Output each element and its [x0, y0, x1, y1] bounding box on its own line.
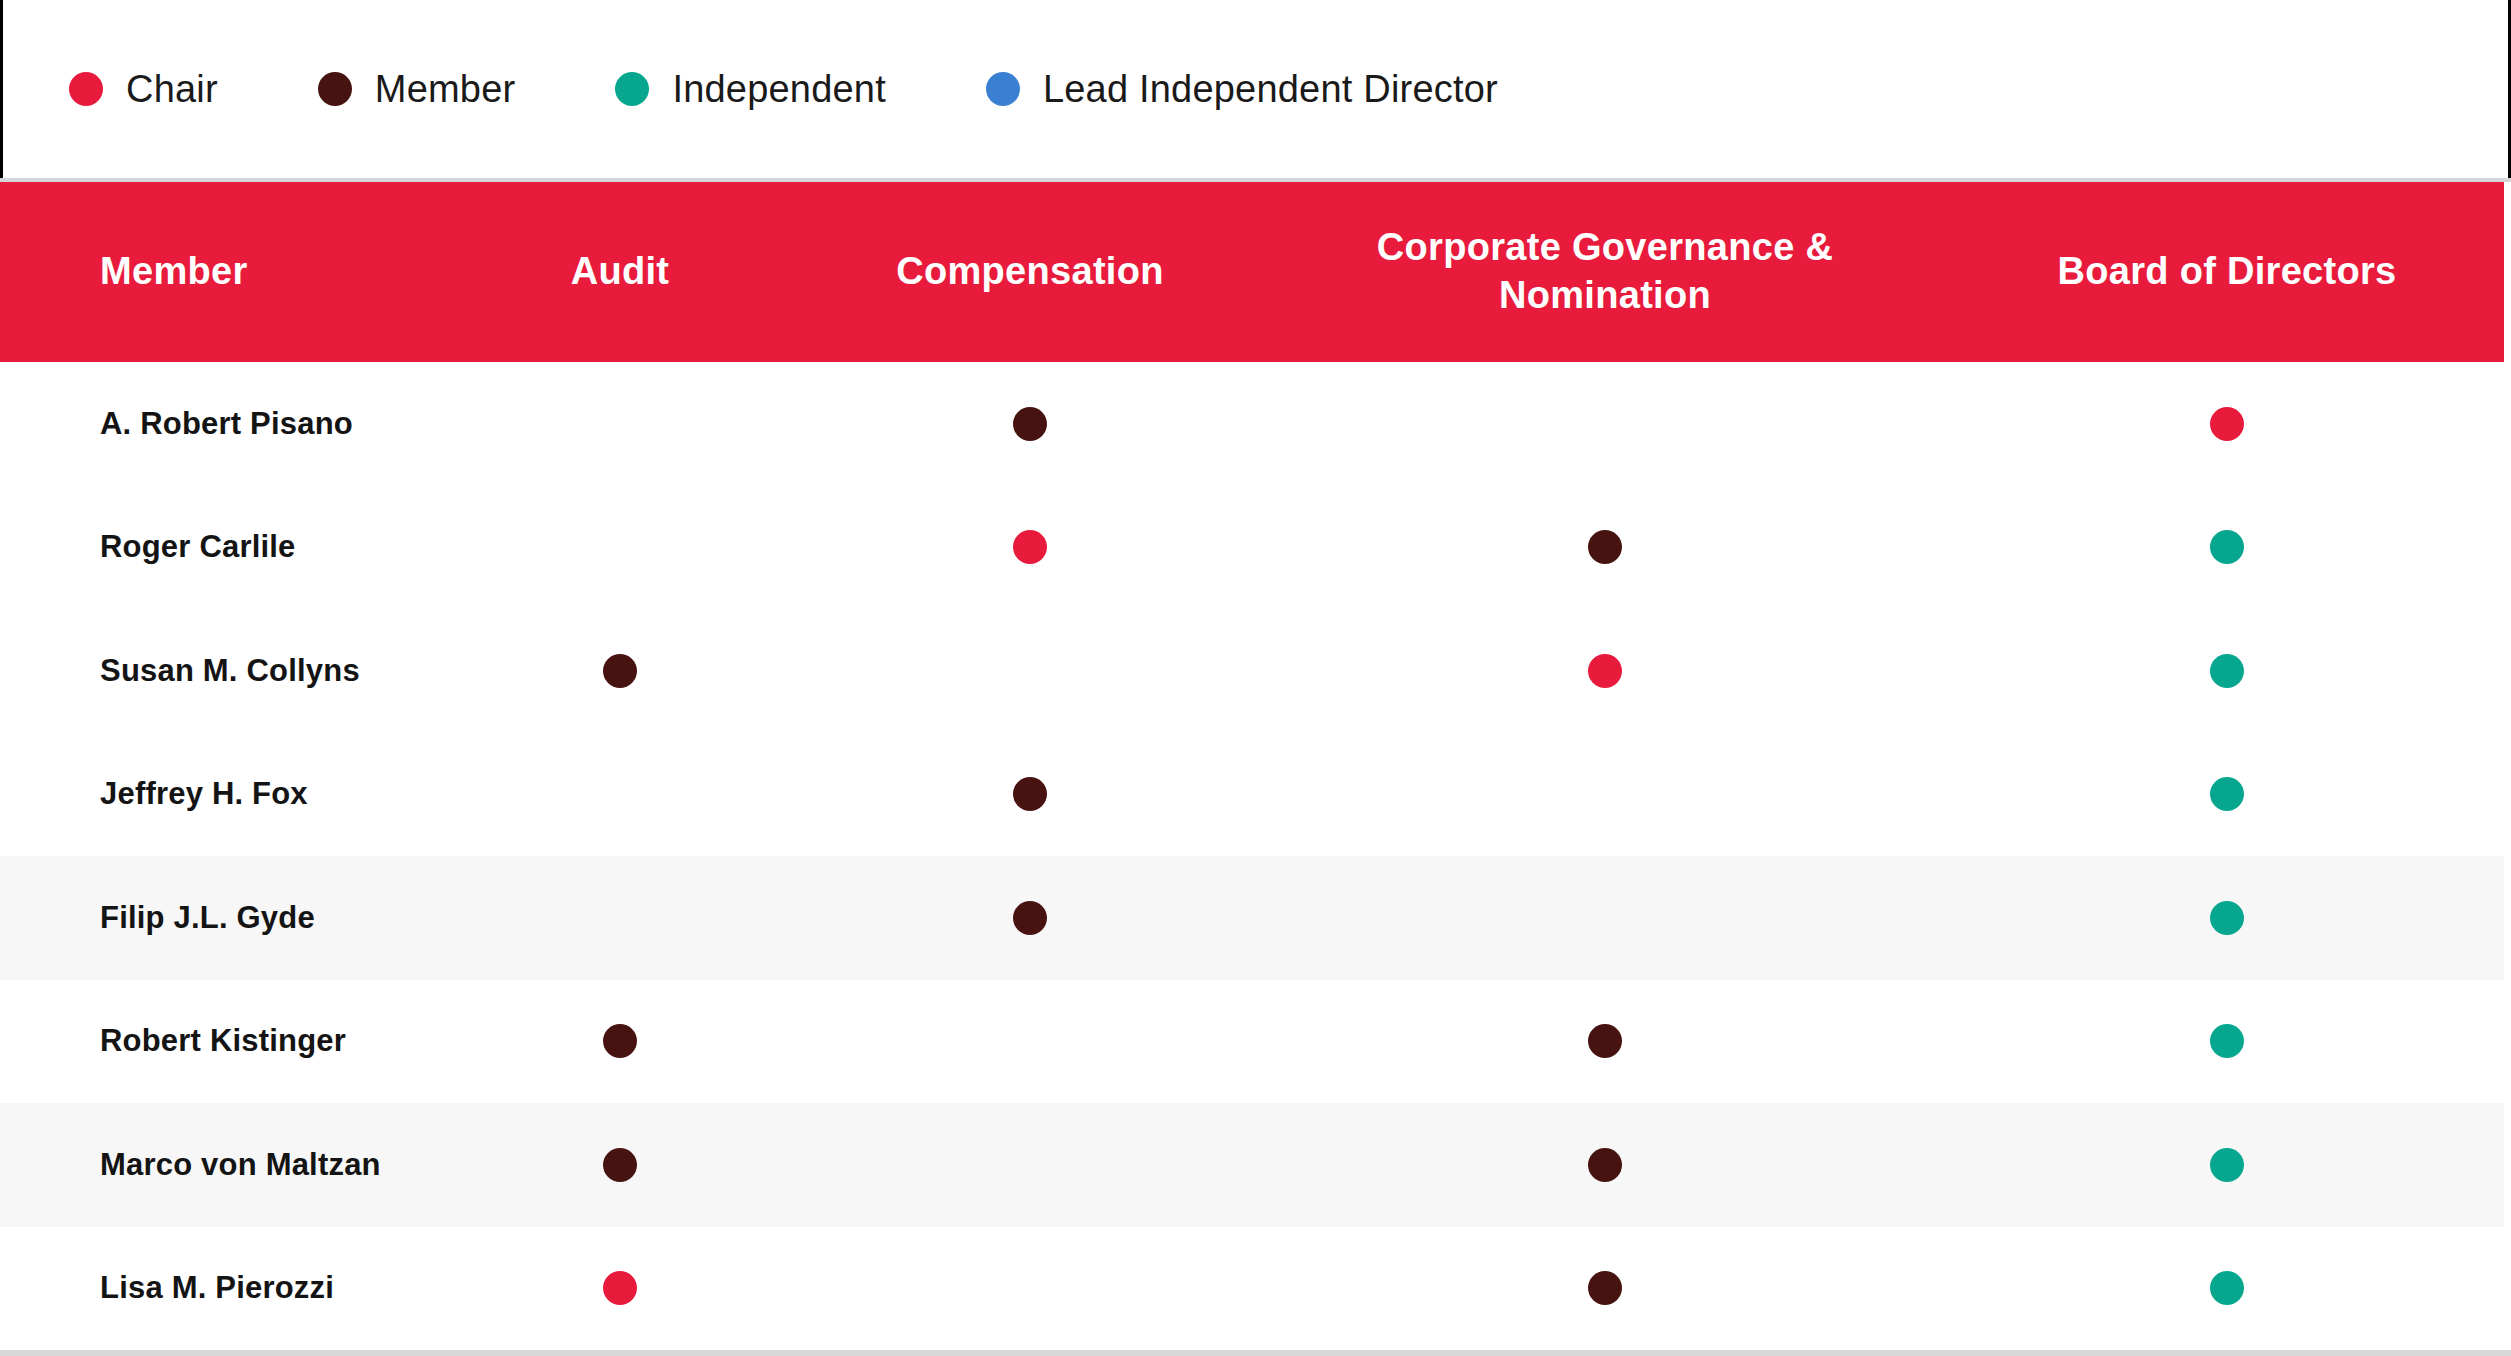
compensation-cell: [800, 362, 1260, 486]
governance-cell: [1260, 1227, 1950, 1351]
audit-role-dot: [603, 1024, 637, 1058]
chair-dot-icon: [69, 72, 103, 106]
board-cell: [1950, 980, 2504, 1104]
audit-cell: [440, 1103, 800, 1227]
column-header-audit: Audit: [440, 182, 800, 362]
board-role-dot: [2210, 1024, 2244, 1058]
member-name-cell: Marco von Maltzan: [0, 1103, 440, 1227]
board-role-dot: [2210, 407, 2244, 441]
compensation-role-dot: [1013, 777, 1047, 811]
governance-role-dot: [1588, 1271, 1622, 1305]
column-header-board: Board of Directors: [1950, 182, 2504, 362]
member-name: Marco von Maltzan: [100, 1147, 381, 1183]
audit-cell: [440, 980, 800, 1104]
member-name-cell: Filip J.L. Gyde: [0, 856, 440, 980]
table-row: Robert Kistinger: [0, 980, 2504, 1104]
board-committee-table: Chair Member Independent Lead Independen…: [0, 0, 2511, 1356]
member-name: Jeffrey H. Fox: [100, 776, 308, 812]
member-name: Roger Carlile: [100, 529, 296, 565]
member-name: Susan M. Collyns: [100, 653, 360, 689]
compensation-cell: [800, 733, 1260, 857]
governance-role-dot: [1588, 1148, 1622, 1182]
board-cell: [1950, 609, 2504, 733]
column-header-governance-label: Corporate Governance & Nomination: [1345, 224, 1865, 320]
independent-dot-icon: [615, 72, 649, 106]
board-cell: [1950, 362, 2504, 486]
table-row: Filip J.L. Gyde: [0, 856, 2504, 980]
legend-item-lead-independent-director: Lead Independent Director: [986, 68, 1498, 111]
audit-cell: [440, 609, 800, 733]
board-role-dot: [2210, 1148, 2244, 1182]
governance-role-dot: [1588, 654, 1622, 688]
governance-role-dot: [1588, 1024, 1622, 1058]
committee-table: Member Audit Compensation Corporate Gove…: [0, 182, 2504, 1350]
governance-cell: [1260, 980, 1950, 1104]
compensation-cell: [800, 980, 1260, 1104]
audit-cell: [440, 733, 800, 857]
member-name: A. Robert Pisano: [100, 406, 353, 442]
compensation-cell: [800, 856, 1260, 980]
member-name: Lisa M. Pierozzi: [100, 1270, 334, 1306]
table-row: A. Robert Pisano: [0, 362, 2504, 486]
legend-label: Lead Independent Director: [1043, 68, 1498, 111]
compensation-cell: [800, 1227, 1260, 1351]
table-row: Jeffrey H. Fox: [0, 733, 2504, 857]
governance-cell: [1260, 1103, 1950, 1227]
governance-cell: [1260, 733, 1950, 857]
audit-cell: [440, 362, 800, 486]
legend-item-independent: Independent: [615, 68, 886, 111]
table-row: Roger Carlile: [0, 486, 2504, 610]
board-role-dot: [2210, 654, 2244, 688]
board-cell: [1950, 486, 2504, 610]
member-name-cell: Jeffrey H. Fox: [0, 733, 440, 857]
legend-label: Member: [375, 68, 516, 111]
board-role-dot: [2210, 901, 2244, 935]
compensation-cell: [800, 1103, 1260, 1227]
governance-cell: [1260, 362, 1950, 486]
board-cell: [1950, 1103, 2504, 1227]
legend-label: Chair: [126, 68, 218, 111]
table-row: Susan M. Collyns: [0, 609, 2504, 733]
compensation-cell: [800, 609, 1260, 733]
member-name-cell: Lisa M. Pierozzi: [0, 1227, 440, 1351]
board-role-dot: [2210, 1271, 2244, 1305]
lead-independent-dot-icon: [986, 72, 1020, 106]
board-cell: [1950, 856, 2504, 980]
member-name-cell: Roger Carlile: [0, 486, 440, 610]
compensation-role-dot: [1013, 407, 1047, 441]
member-name-cell: A. Robert Pisano: [0, 362, 440, 486]
board-cell: [1950, 733, 2504, 857]
column-header-member: Member: [0, 182, 440, 362]
board-cell: [1950, 1227, 2504, 1351]
governance-cell: [1260, 856, 1950, 980]
legend-item-chair: Chair: [69, 68, 218, 111]
audit-role-dot: [603, 1271, 637, 1305]
table-header-row: Member Audit Compensation Corporate Gove…: [0, 182, 2504, 362]
column-header-compensation: Compensation: [800, 182, 1260, 362]
governance-role-dot: [1588, 530, 1622, 564]
legend-label: Independent: [672, 68, 886, 111]
table-row: Marco von Maltzan: [0, 1103, 2504, 1227]
legend: Chair Member Independent Lead Independen…: [0, 0, 2511, 178]
member-name: Robert Kistinger: [100, 1023, 346, 1059]
audit-cell: [440, 486, 800, 610]
column-header-governance: Corporate Governance & Nomination: [1260, 182, 1950, 362]
audit-cell: [440, 856, 800, 980]
legend-item-member: Member: [318, 68, 516, 111]
audit-role-dot: [603, 654, 637, 688]
governance-cell: [1260, 486, 1950, 610]
compensation-cell: [800, 486, 1260, 610]
member-name: Filip J.L. Gyde: [100, 900, 315, 936]
governance-cell: [1260, 609, 1950, 733]
audit-cell: [440, 1227, 800, 1351]
compensation-role-dot: [1013, 901, 1047, 935]
member-dot-icon: [318, 72, 352, 106]
audit-role-dot: [603, 1148, 637, 1182]
member-name-cell: Susan M. Collyns: [0, 609, 440, 733]
compensation-role-dot: [1013, 530, 1047, 564]
board-role-dot: [2210, 530, 2244, 564]
board-role-dot: [2210, 777, 2244, 811]
table-row: Lisa M. Pierozzi: [0, 1227, 2504, 1351]
member-name-cell: Robert Kistinger: [0, 980, 440, 1104]
